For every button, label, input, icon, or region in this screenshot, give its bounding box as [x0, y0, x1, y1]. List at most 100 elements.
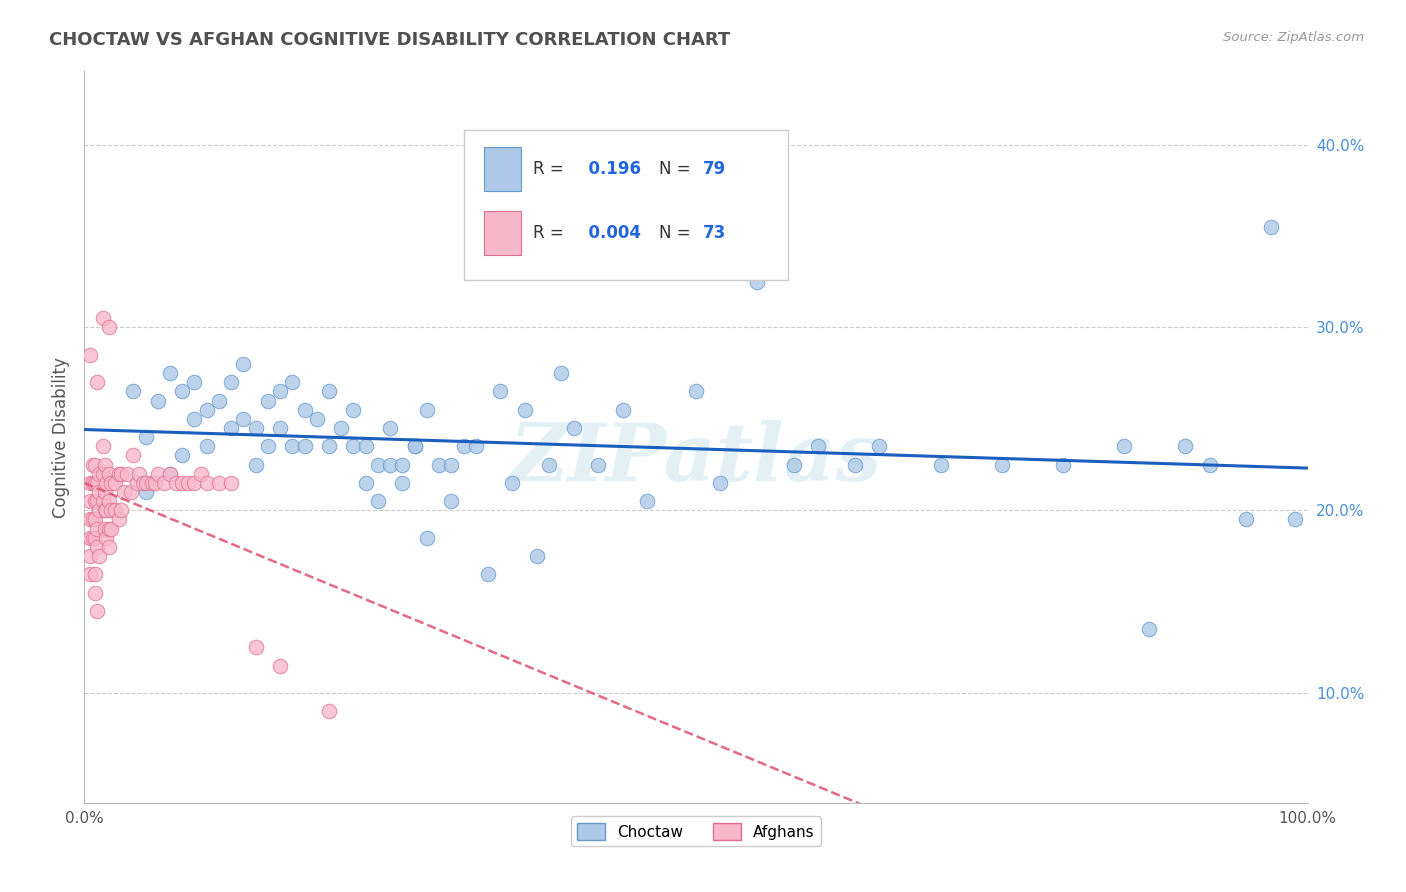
Text: 0.196: 0.196 — [578, 160, 641, 178]
Point — [97, 503, 120, 517]
Point — [489, 384, 512, 399]
Point — [190, 467, 212, 481]
Point — [219, 421, 242, 435]
Point — [82, 458, 104, 472]
Point — [84, 531, 107, 545]
Point — [84, 585, 107, 599]
Point — [94, 458, 117, 472]
Point — [281, 439, 304, 453]
Point — [709, 475, 731, 490]
Point — [79, 475, 101, 490]
Point — [245, 458, 267, 472]
Legend: Choctaw, Afghans: Choctaw, Afghans — [571, 816, 821, 847]
Point — [526, 549, 548, 563]
Point — [100, 475, 122, 490]
Point — [97, 320, 120, 334]
Point — [135, 430, 157, 444]
Point — [783, 458, 806, 472]
Point — [87, 485, 110, 500]
Point — [269, 421, 291, 435]
Point — [747, 275, 769, 289]
Point — [391, 458, 413, 472]
Point — [342, 402, 364, 417]
Point — [342, 439, 364, 453]
Point — [612, 402, 634, 417]
Point — [82, 531, 104, 545]
Point — [294, 439, 316, 453]
Text: R =: R = — [533, 160, 569, 178]
Point — [84, 494, 107, 508]
Point — [79, 531, 101, 545]
Point — [86, 475, 108, 490]
Point — [86, 540, 108, 554]
FancyBboxPatch shape — [484, 146, 522, 191]
Point — [97, 521, 120, 535]
Point — [1260, 219, 1282, 234]
Point — [107, 512, 129, 526]
Point — [318, 705, 340, 719]
Point — [257, 393, 280, 408]
Text: N =: N = — [659, 160, 696, 178]
Point — [159, 366, 181, 380]
Point — [391, 475, 413, 490]
Text: 79: 79 — [703, 160, 727, 178]
Point — [107, 467, 129, 481]
Point — [79, 348, 101, 362]
Point — [87, 467, 110, 481]
Point — [87, 549, 110, 563]
Point — [96, 475, 118, 490]
Point — [104, 475, 127, 490]
Point — [94, 521, 117, 535]
Point — [172, 448, 194, 462]
Text: Source: ZipAtlas.com: Source: ZipAtlas.com — [1223, 31, 1364, 45]
Point — [143, 475, 166, 490]
Point — [132, 475, 155, 490]
Point — [91, 439, 114, 453]
Point — [135, 485, 157, 500]
Point — [367, 494, 389, 508]
Point — [269, 658, 291, 673]
Point — [1284, 512, 1306, 526]
Point — [125, 475, 148, 490]
Point — [84, 567, 107, 582]
Point — [440, 458, 463, 472]
Point — [427, 458, 450, 472]
Text: 73: 73 — [703, 224, 727, 242]
Point — [79, 494, 101, 508]
Point — [330, 421, 353, 435]
Point — [146, 393, 169, 408]
Point — [245, 421, 267, 435]
Point — [110, 503, 132, 517]
Point — [159, 467, 181, 481]
Point — [305, 412, 328, 426]
Point — [208, 475, 231, 490]
Point — [100, 521, 122, 535]
Point — [404, 439, 426, 453]
Point — [183, 375, 205, 389]
Point — [84, 512, 107, 526]
Point — [128, 467, 150, 481]
Point — [86, 494, 108, 508]
Point — [86, 604, 108, 618]
Point — [82, 512, 104, 526]
Point — [195, 439, 218, 453]
Point — [991, 458, 1014, 472]
Point — [122, 384, 145, 399]
Point — [96, 503, 118, 517]
Point — [172, 475, 194, 490]
Point — [97, 494, 120, 508]
Point — [844, 458, 866, 472]
Point — [354, 475, 377, 490]
Point — [146, 467, 169, 481]
Point — [91, 467, 114, 481]
Y-axis label: Cognitive Disability: Cognitive Disability — [52, 357, 70, 517]
Point — [79, 567, 101, 582]
Point — [91, 311, 114, 326]
Point — [685, 384, 707, 399]
Point — [232, 357, 254, 371]
Point — [208, 393, 231, 408]
Point — [104, 503, 127, 517]
Point — [367, 458, 389, 472]
Point — [257, 439, 280, 453]
Point — [636, 494, 658, 508]
